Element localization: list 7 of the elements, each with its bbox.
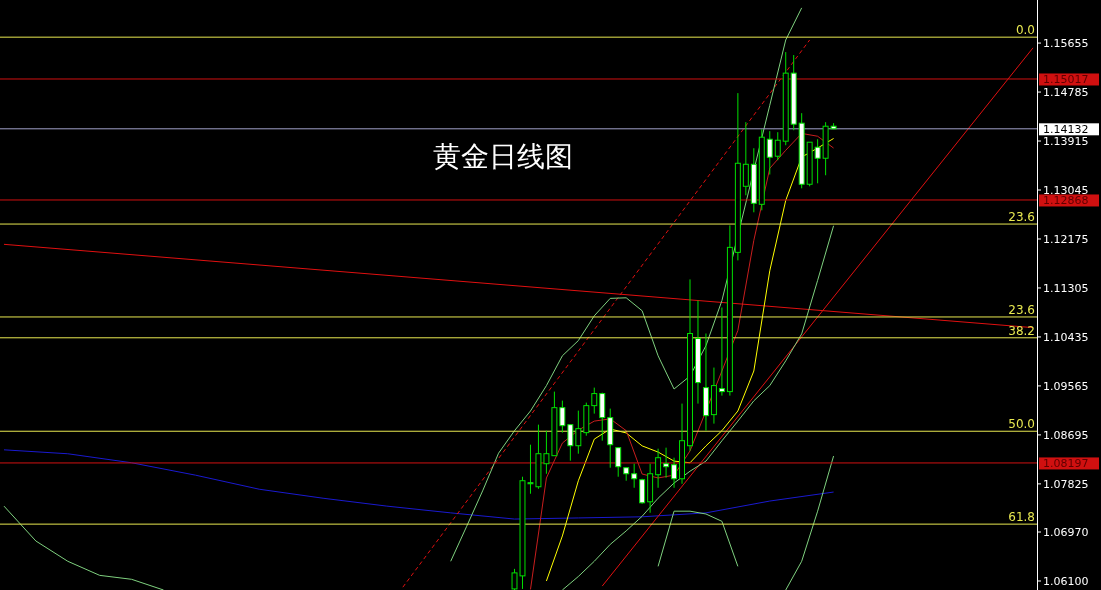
annotation: 23.6	[1008, 210, 1035, 225]
annotation: 0.0	[1015, 23, 1035, 38]
annotation: 38.2	[1008, 323, 1035, 338]
annotation: 23.6	[1008, 302, 1035, 317]
title: 黄金日线图	[433, 140, 573, 173]
annotation: 61.8	[1008, 510, 1035, 525]
annotation: 50.0	[1008, 417, 1035, 432]
